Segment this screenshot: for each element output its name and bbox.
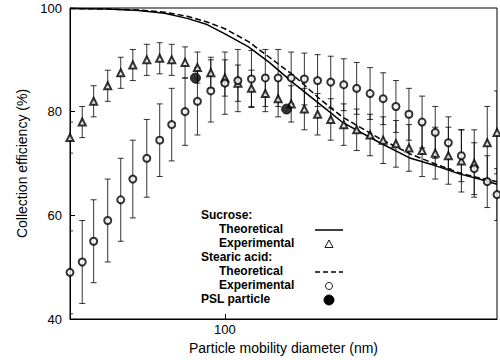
svg-text:Theoretical: Theoretical xyxy=(219,264,283,278)
svg-text:60: 60 xyxy=(48,208,62,223)
svg-text:100: 100 xyxy=(214,322,236,337)
svg-text:Theoretical: Theoretical xyxy=(219,222,283,236)
svg-text:Collection efficiency (%): Collection efficiency (%) xyxy=(14,89,30,238)
svg-text:40: 40 xyxy=(48,312,62,327)
svg-text:100: 100 xyxy=(40,1,62,16)
svg-text:Stearic acid:: Stearic acid: xyxy=(201,250,272,264)
svg-text:Experimental: Experimental xyxy=(219,236,294,250)
svg-text:80: 80 xyxy=(48,104,62,119)
svg-text:Experimental: Experimental xyxy=(219,278,294,292)
svg-text:PSL particle: PSL particle xyxy=(201,292,270,306)
svg-text:Particle mobility diameter (nm: Particle mobility diameter (nm) xyxy=(189,340,378,356)
svg-text:Sucrose:: Sucrose: xyxy=(201,208,252,222)
